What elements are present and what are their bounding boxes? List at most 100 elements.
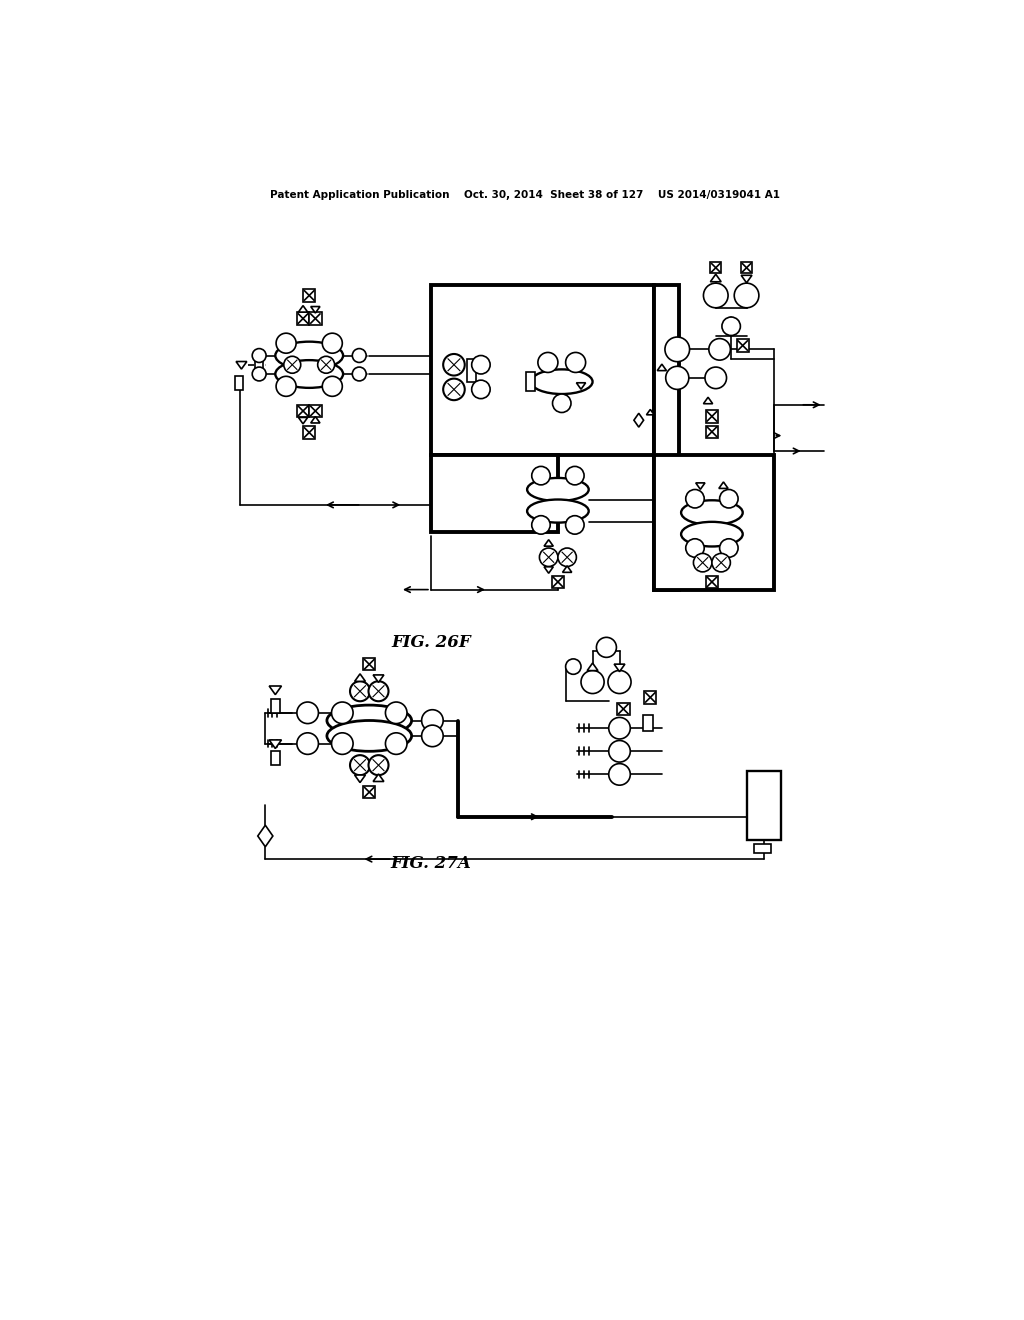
Ellipse shape	[327, 705, 412, 737]
Circle shape	[297, 733, 318, 755]
Bar	[706, 425, 718, 438]
Bar	[741, 263, 752, 273]
Ellipse shape	[527, 478, 589, 502]
Circle shape	[531, 466, 550, 484]
Circle shape	[565, 352, 586, 372]
Bar	[644, 692, 656, 704]
Circle shape	[565, 516, 584, 535]
Circle shape	[540, 548, 558, 566]
Polygon shape	[544, 566, 553, 573]
Circle shape	[553, 393, 571, 412]
Circle shape	[472, 380, 490, 399]
Ellipse shape	[527, 499, 589, 523]
Circle shape	[369, 755, 388, 775]
Polygon shape	[711, 275, 721, 281]
Bar	[706, 411, 718, 422]
Ellipse shape	[681, 500, 742, 525]
Circle shape	[686, 490, 705, 508]
Polygon shape	[354, 775, 366, 783]
Polygon shape	[703, 397, 713, 404]
Bar	[755, 843, 771, 853]
Text: FIG. 26F: FIG. 26F	[391, 635, 471, 651]
Bar	[654, 455, 773, 590]
Circle shape	[323, 333, 342, 354]
Bar	[525, 372, 535, 391]
Ellipse shape	[327, 721, 412, 751]
Circle shape	[276, 333, 296, 354]
Bar	[617, 702, 630, 715]
Circle shape	[332, 733, 353, 755]
Circle shape	[608, 763, 631, 785]
Polygon shape	[298, 306, 307, 312]
Polygon shape	[269, 686, 282, 694]
Ellipse shape	[681, 521, 742, 546]
Polygon shape	[310, 306, 319, 313]
Polygon shape	[741, 276, 752, 282]
Polygon shape	[258, 825, 272, 847]
Polygon shape	[237, 362, 247, 370]
Circle shape	[693, 553, 712, 572]
Polygon shape	[657, 364, 667, 371]
Circle shape	[665, 337, 689, 362]
Circle shape	[558, 548, 577, 566]
Bar	[270, 751, 280, 766]
Polygon shape	[310, 417, 319, 422]
Bar	[552, 576, 564, 589]
Polygon shape	[587, 663, 598, 671]
Circle shape	[722, 317, 740, 335]
Circle shape	[332, 702, 353, 723]
Bar	[746, 771, 781, 840]
Circle shape	[422, 710, 443, 731]
Circle shape	[596, 638, 616, 657]
Circle shape	[709, 339, 730, 360]
Polygon shape	[373, 675, 384, 682]
Bar	[364, 659, 376, 671]
Circle shape	[385, 702, 407, 723]
Circle shape	[666, 367, 689, 389]
Circle shape	[422, 725, 443, 747]
Bar	[431, 455, 558, 532]
Circle shape	[297, 702, 318, 723]
Polygon shape	[562, 566, 571, 573]
Text: Patent Application Publication    Oct. 30, 2014  Sheet 38 of 127    US 2014/0319: Patent Application Publication Oct. 30, …	[269, 190, 780, 201]
Circle shape	[686, 539, 705, 557]
Bar	[236, 376, 243, 391]
Circle shape	[385, 733, 407, 755]
Bar	[736, 339, 749, 351]
Circle shape	[608, 741, 631, 762]
Circle shape	[705, 367, 727, 388]
Polygon shape	[614, 664, 625, 672]
Circle shape	[443, 379, 465, 400]
Circle shape	[712, 553, 730, 572]
Polygon shape	[298, 417, 307, 424]
Circle shape	[608, 718, 631, 739]
Circle shape	[276, 376, 296, 396]
Ellipse shape	[275, 342, 343, 370]
Polygon shape	[373, 774, 384, 781]
Bar	[297, 405, 309, 417]
Bar	[255, 360, 263, 368]
Circle shape	[565, 466, 584, 484]
Circle shape	[350, 681, 370, 701]
Bar	[431, 285, 654, 455]
Polygon shape	[695, 483, 705, 490]
Bar	[654, 285, 679, 590]
Circle shape	[252, 348, 266, 363]
Circle shape	[608, 671, 631, 693]
Circle shape	[720, 490, 738, 508]
Polygon shape	[634, 413, 644, 428]
Bar	[303, 426, 315, 438]
Polygon shape	[719, 482, 728, 488]
Circle shape	[443, 354, 465, 376]
Circle shape	[252, 367, 266, 381]
Circle shape	[734, 284, 759, 308]
Circle shape	[472, 355, 490, 374]
Polygon shape	[354, 673, 366, 681]
Ellipse shape	[531, 370, 593, 395]
Circle shape	[703, 284, 728, 308]
Polygon shape	[269, 741, 282, 748]
Circle shape	[352, 367, 367, 381]
Circle shape	[565, 659, 581, 675]
Circle shape	[538, 352, 558, 372]
Circle shape	[317, 356, 335, 374]
